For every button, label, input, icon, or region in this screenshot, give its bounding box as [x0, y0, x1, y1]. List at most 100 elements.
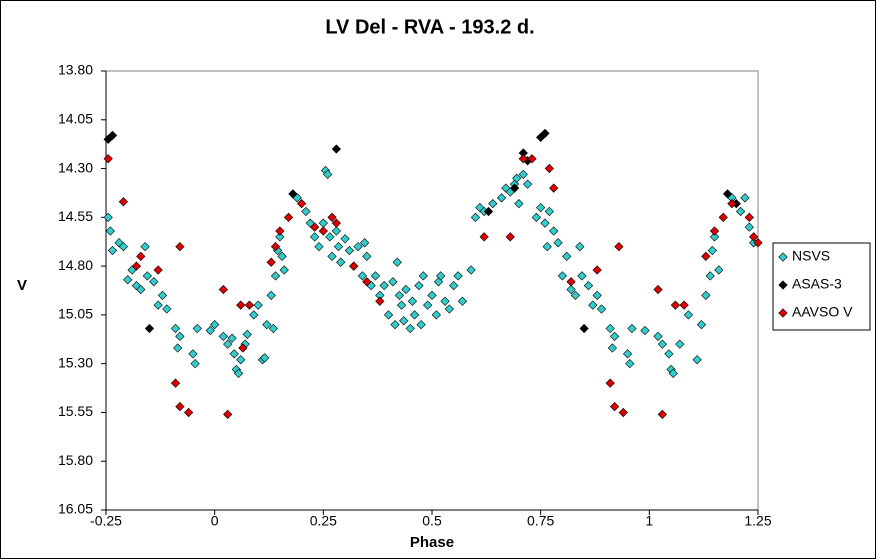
- data-point: [270, 271, 281, 281]
- data-point: [318, 226, 328, 236]
- data-point: [188, 349, 198, 359]
- data-point: [605, 323, 615, 334]
- data-point: [640, 325, 650, 336]
- data-point: [540, 128, 550, 139]
- data-point: [709, 226, 720, 236]
- data-point: [277, 251, 287, 261]
- data-point: [399, 316, 409, 326]
- data-point: [701, 290, 711, 301]
- data-point: [705, 271, 715, 281]
- data-point: [105, 226, 115, 236]
- y-tick-label: 16.05: [58, 501, 93, 517]
- data-point: [523, 179, 533, 189]
- data-point: [577, 271, 587, 281]
- data-point: [260, 353, 270, 363]
- data-point: [627, 323, 637, 334]
- data-point: [614, 241, 624, 252]
- data-point: [333, 241, 344, 252]
- data-point: [607, 343, 618, 353]
- data-point: [570, 290, 581, 301]
- data-point: [596, 304, 607, 314]
- data-point: [496, 193, 507, 203]
- data-point: [327, 251, 337, 261]
- data-point: [575, 241, 585, 252]
- data-point: [283, 212, 294, 222]
- data-point: [340, 234, 350, 244]
- legend: [772, 242, 871, 331]
- data-point: [588, 300, 598, 310]
- data-point: [740, 193, 750, 203]
- data-point: [242, 329, 252, 340]
- data-point: [270, 241, 281, 252]
- data-point: [579, 323, 589, 334]
- data-point: [679, 300, 689, 310]
- y-tick-label: 15.05: [58, 306, 93, 322]
- y-tick-label: 15.80: [58, 452, 93, 468]
- data-point: [479, 232, 489, 242]
- data-point: [501, 183, 511, 193]
- data-point: [664, 349, 674, 359]
- data-point: [605, 378, 615, 388]
- data-point: [190, 359, 200, 369]
- data-point: [583, 280, 594, 291]
- data-point: [175, 401, 185, 412]
- data-point: [592, 290, 602, 301]
- data-point: [436, 271, 446, 281]
- data-point: [518, 154, 528, 164]
- data-point: [566, 277, 576, 287]
- data-point: [696, 320, 707, 330]
- data-point: [701, 251, 711, 261]
- data-point: [327, 212, 337, 222]
- data-point: [103, 212, 113, 222]
- data-point: [353, 241, 363, 252]
- data-point: [253, 300, 263, 310]
- data-point: [301, 206, 311, 217]
- data-point: [714, 265, 724, 275]
- data-point: [744, 222, 754, 232]
- data-point: [409, 310, 420, 320]
- data-point: [618, 407, 628, 418]
- legend-label: AAVSO V: [792, 304, 853, 320]
- data-point: [744, 212, 754, 222]
- data-point: [149, 277, 159, 287]
- data-point: [557, 271, 568, 281]
- chart-title: LV Del - RVA - 193.2 d.: [325, 16, 534, 38]
- data-point: [394, 290, 405, 301]
- data-point: [427, 290, 437, 301]
- data-point: [444, 304, 455, 314]
- data-point: [357, 271, 368, 281]
- data-point: [622, 349, 633, 359]
- data-point: [218, 331, 228, 341]
- data-point: [544, 163, 554, 174]
- data-point: [162, 304, 172, 314]
- data-point: [266, 257, 276, 267]
- data-point: [249, 310, 259, 320]
- data-point: [375, 296, 385, 306]
- x-tick-label: -0.25: [90, 513, 122, 529]
- data-point: [414, 280, 424, 291]
- data-point: [142, 271, 152, 281]
- legend-marker: [778, 252, 788, 262]
- x-tick-label: 0.75: [527, 513, 554, 529]
- data-point: [173, 343, 183, 353]
- x-tick-label: 0: [211, 513, 219, 529]
- data-point: [453, 271, 463, 281]
- x-tick-label: 1: [645, 513, 653, 529]
- data-point: [549, 183, 559, 193]
- data-point: [542, 241, 552, 252]
- y-axis-title: V: [17, 277, 27, 294]
- legend-label: ASAS-3: [792, 276, 842, 292]
- data-point: [457, 296, 468, 306]
- data-point: [144, 323, 155, 334]
- data-point: [735, 206, 746, 217]
- data-point: [390, 320, 400, 330]
- data-point: [518, 169, 528, 180]
- data-point: [331, 144, 341, 154]
- x-axis-title: Phase: [410, 534, 454, 551]
- data-point: [175, 331, 185, 341]
- data-point: [401, 284, 411, 295]
- data-point: [192, 323, 202, 334]
- data-point: [362, 251, 372, 261]
- data-point: [407, 296, 418, 306]
- data-point: [392, 257, 402, 267]
